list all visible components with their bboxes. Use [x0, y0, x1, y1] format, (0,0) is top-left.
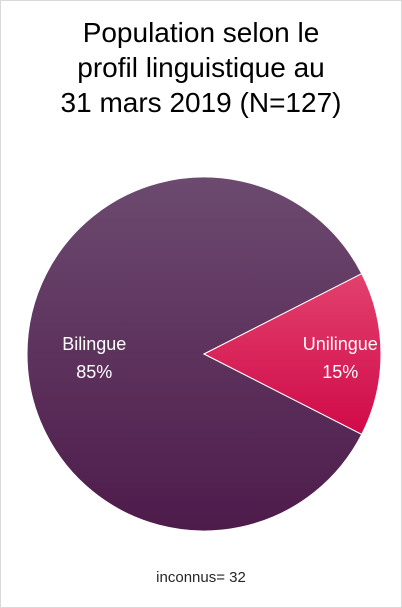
slice-value-unilingue: 15%	[322, 362, 358, 382]
slice-label-bilingue: Bilingue	[62, 334, 126, 354]
chart-title-line-1: Population selon le	[82, 17, 320, 48]
chart-title: Population selon le profil linguistique …	[1, 15, 401, 120]
unknown-count-note: inconnus= 32	[156, 569, 246, 586]
slice-value-bilingue: 85%	[76, 362, 112, 382]
pie-slice-unilingue	[202, 272, 382, 436]
pie-slices	[26, 176, 382, 532]
pie-labels: Bilingue 85% Unilingue 15%	[62, 334, 378, 382]
slice-label-unilingue: Unilingue	[303, 334, 378, 354]
chart-title-line-2: profil linguistique au	[77, 52, 325, 83]
chart-title-line-3: 31 mars 2019 (N=127)	[60, 87, 342, 118]
pie-slice-bilingue	[26, 176, 363, 532]
